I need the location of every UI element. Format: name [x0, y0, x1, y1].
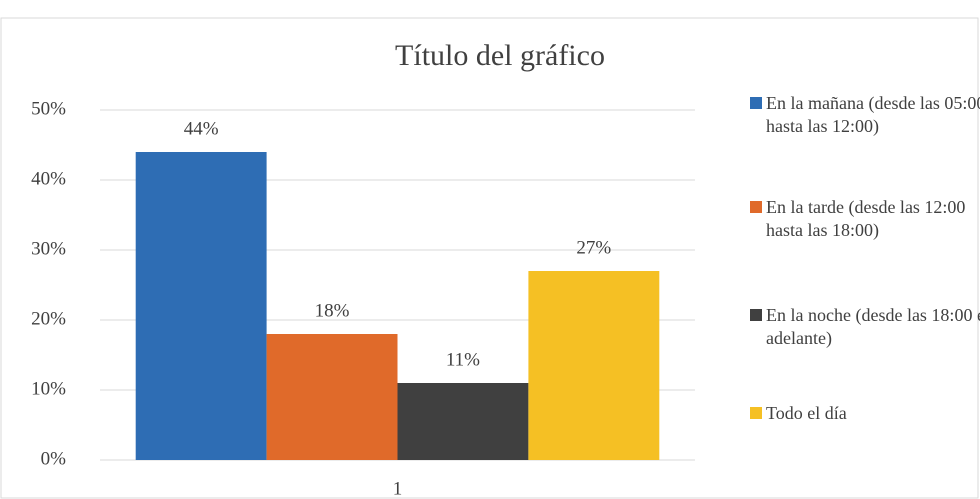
chart-title: Título del gráfico [395, 39, 605, 72]
y-tick-label: 50% [31, 98, 66, 119]
y-tick-label: 20% [31, 308, 66, 329]
bar [135, 152, 267, 460]
y-tick-label: 40% [31, 168, 66, 189]
legend-item: En la tarde (desde las 12:00 hasta las 1… [750, 196, 980, 242]
legend-item: Todo el día [750, 402, 980, 425]
y-tick-label: 0% [41, 448, 67, 469]
legend-label: Todo el día [766, 403, 847, 423]
y-tick-label: 30% [31, 238, 66, 259]
legend-label: En la tarde (desde las 12:00 hasta las 1… [766, 197, 966, 240]
y-tick-label: 10% [31, 378, 66, 399]
data-label: 27% [576, 237, 611, 258]
data-label: 11% [446, 349, 480, 370]
legend-label: En la noche (desde las 18:00 en adelante… [766, 305, 980, 348]
data-label: 18% [315, 300, 350, 321]
data-label: 44% [184, 118, 219, 139]
bar [266, 334, 398, 460]
bar [397, 383, 529, 460]
legend-swatch [750, 97, 762, 109]
bar [528, 271, 660, 460]
x-tick-label: 1 [393, 478, 403, 499]
chart-border [0, 17, 979, 499]
legend-swatch [750, 407, 762, 419]
legend-swatch [750, 309, 762, 321]
legend-item: En la mañana (desde las 05:00 hasta las … [750, 92, 980, 138]
legend-item: En la noche (desde las 18:00 en adelante… [750, 304, 980, 350]
legend-swatch [750, 201, 762, 213]
legend-label: En la mañana (desde las 05:00 hasta las … [766, 93, 980, 136]
